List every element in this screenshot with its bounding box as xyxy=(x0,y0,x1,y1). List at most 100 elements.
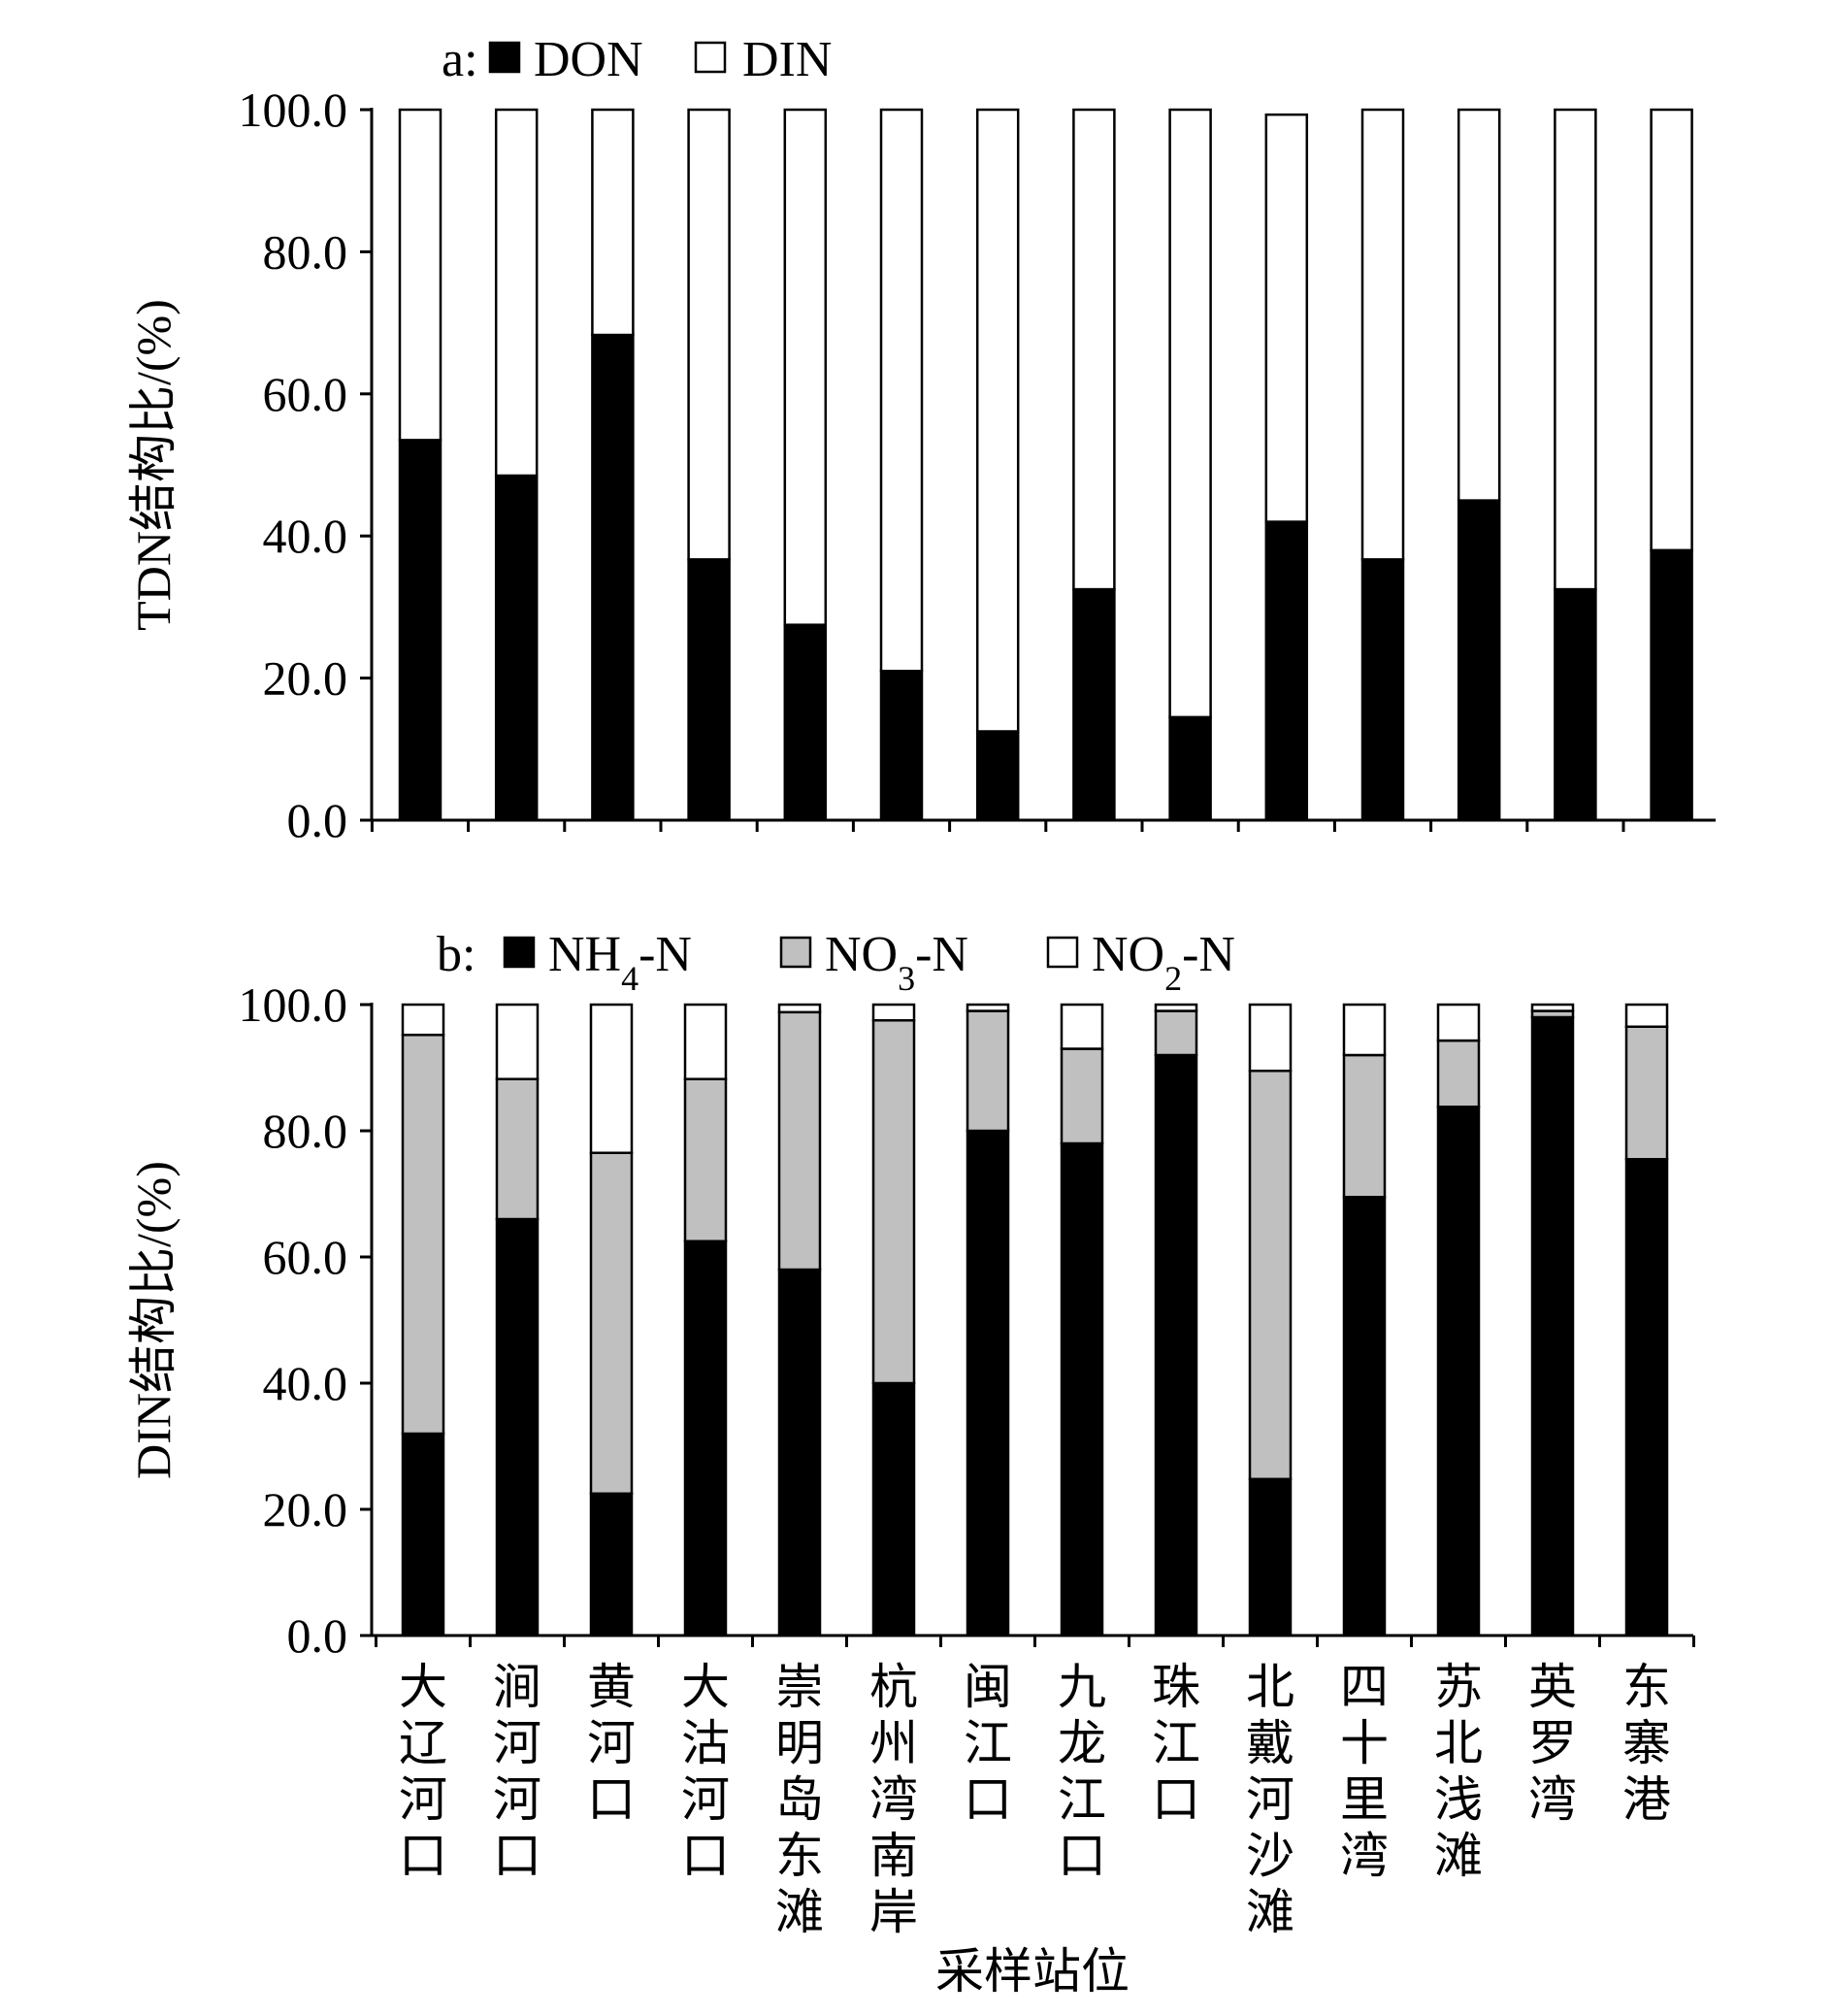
category-label: 大辽河口 xyxy=(399,1660,447,1883)
bar-b-6-s1 xyxy=(966,1009,1010,1133)
bar-a-3-s1 xyxy=(687,108,731,561)
category-label: 珠江口 xyxy=(1152,1660,1200,1827)
category-label: 九龙江口 xyxy=(1058,1660,1106,1883)
y-tick-label: 60.0 xyxy=(263,367,348,421)
x-ticks xyxy=(370,820,1625,832)
bar-b-11-s2 xyxy=(1436,1003,1481,1042)
category-label: 涧河河口 xyxy=(493,1660,541,1883)
bar-b-4-s0 xyxy=(777,1268,822,1637)
bar-b-1-s1 xyxy=(495,1077,540,1221)
bar-b-8-s2 xyxy=(1154,1003,1198,1012)
bar-b-3-s0 xyxy=(683,1239,728,1637)
bar-b-10-s1 xyxy=(1342,1053,1387,1199)
bar-a-6-s1 xyxy=(975,108,1020,733)
bar-a-4-s0 xyxy=(783,623,828,822)
y-tick-label: 0.0 xyxy=(287,793,348,847)
bar-a-12-s0 xyxy=(1554,587,1597,822)
y-tick-label: 0.0 xyxy=(287,1608,348,1663)
bar-b-8-s1 xyxy=(1154,1009,1198,1057)
y-tick-label: 20.0 xyxy=(263,1482,348,1537)
bar-b-0-s2 xyxy=(401,1003,445,1037)
y-tick-label: 80.0 xyxy=(263,1104,348,1158)
bar-b-10-s2 xyxy=(1342,1003,1387,1057)
bar-b-2-s1 xyxy=(589,1151,634,1495)
legend-swatch xyxy=(503,936,536,969)
bar-a-2-s0 xyxy=(591,333,635,822)
bars xyxy=(398,108,1693,822)
bar-a-10-s1 xyxy=(1360,108,1405,561)
bar-a-1-s0 xyxy=(494,474,539,822)
bar-a-5-s1 xyxy=(879,108,924,673)
bar-b-0-s1 xyxy=(401,1033,445,1436)
bar-b-3-s1 xyxy=(683,1077,728,1242)
panel-label: b: xyxy=(437,927,475,982)
bar-a-11-s1 xyxy=(1457,108,1501,502)
panel-a-tdn-chart: 0.0 20.0 40.0 60.0 80.0 100.0 TDN结构比/(%) a: DON D… xyxy=(126,32,1716,847)
y-ticks: 0.0 20.0 40.0 60.0 80.0 100.0 xyxy=(239,977,372,1663)
legend-label: DIN xyxy=(742,32,832,87)
legend-label: NO3-N xyxy=(825,927,968,998)
bar-a-8-s0 xyxy=(1168,715,1212,822)
bar-b-13-s0 xyxy=(1624,1158,1669,1637)
legend-swatch xyxy=(1046,936,1079,969)
bar-b-0-s0 xyxy=(401,1432,445,1637)
bar-a-8-s1 xyxy=(1168,108,1212,719)
bar-a-9-s1 xyxy=(1264,113,1309,523)
bar-b-3-s2 xyxy=(683,1003,728,1080)
legend-label: DON xyxy=(534,32,643,87)
y-tick-label: 40.0 xyxy=(263,509,348,563)
bar-b-5-s2 xyxy=(871,1003,916,1022)
bar-a-13-s0 xyxy=(1650,548,1693,822)
bar-b-6-s2 xyxy=(966,1003,1010,1012)
bar-b-1-s0 xyxy=(495,1217,540,1637)
bar-a-7-s0 xyxy=(1072,587,1116,822)
legend: b: NH4-N NO3-N NO2-N xyxy=(437,927,1235,998)
bar-a-9-s0 xyxy=(1264,520,1309,822)
bar-b-12-s0 xyxy=(1530,1015,1575,1637)
panel-label: a: xyxy=(442,32,478,87)
legend-swatch xyxy=(779,936,812,969)
legend-label: NH4-N xyxy=(548,927,692,998)
y-tick-label: 100.0 xyxy=(239,83,348,137)
bar-b-5-s1 xyxy=(871,1019,916,1385)
category-label: 北戴河沙滩 xyxy=(1246,1660,1294,1939)
bar-b-9-s2 xyxy=(1248,1003,1293,1073)
y-tick-label: 60.0 xyxy=(263,1230,348,1284)
bar-b-11-s0 xyxy=(1436,1106,1481,1637)
legend-swatch xyxy=(488,41,521,74)
bar-b-9-s0 xyxy=(1248,1477,1293,1637)
category-label: 黄河口 xyxy=(587,1660,636,1827)
bar-b-4-s2 xyxy=(777,1003,822,1014)
legend-label: NO2-N xyxy=(1092,927,1235,998)
bar-b-9-s1 xyxy=(1248,1070,1293,1481)
bar-b-13-s1 xyxy=(1624,1025,1669,1161)
bar-b-2-s0 xyxy=(589,1492,634,1637)
y-axis-title: TDN结构比/(%) xyxy=(126,299,180,631)
bar-a-7-s1 xyxy=(1072,108,1116,591)
y-tick-label: 80.0 xyxy=(263,224,348,279)
bar-b-13-s2 xyxy=(1624,1003,1669,1028)
bar-a-0-s0 xyxy=(398,439,442,822)
bar-b-7-s0 xyxy=(1060,1141,1104,1637)
bar-a-12-s1 xyxy=(1554,108,1597,591)
x-ticks xyxy=(375,1636,1695,1647)
bar-b-5-s0 xyxy=(871,1381,916,1637)
bar-a-4-s1 xyxy=(783,108,828,626)
category-label: 英罗湾 xyxy=(1528,1660,1577,1827)
y-tick-label: 20.0 xyxy=(263,651,348,706)
bar-b-4-s1 xyxy=(777,1010,822,1272)
category-label: 闽江口 xyxy=(964,1660,1012,1827)
bar-b-10-s0 xyxy=(1342,1196,1387,1637)
category-label: 崇明岛东滩 xyxy=(775,1660,824,1939)
bar-b-7-s2 xyxy=(1060,1003,1104,1050)
category-labels: 大辽河口涧河河口黄河口大沽河口崇明岛东滩杭州湾南岸闽江口九龙江口珠江口北戴河沙滩… xyxy=(399,1660,1671,1939)
bar-b-2-s2 xyxy=(589,1003,634,1154)
legend-swatch xyxy=(694,41,727,74)
bar-a-10-s0 xyxy=(1360,558,1405,822)
y-ticks: 0.0 20.0 40.0 60.0 80.0 100.0 xyxy=(239,83,372,847)
bar-a-2-s1 xyxy=(591,108,635,337)
bar-b-8-s0 xyxy=(1154,1053,1198,1637)
category-label: 东寨港 xyxy=(1622,1660,1671,1827)
category-label: 大沽河口 xyxy=(681,1660,730,1883)
